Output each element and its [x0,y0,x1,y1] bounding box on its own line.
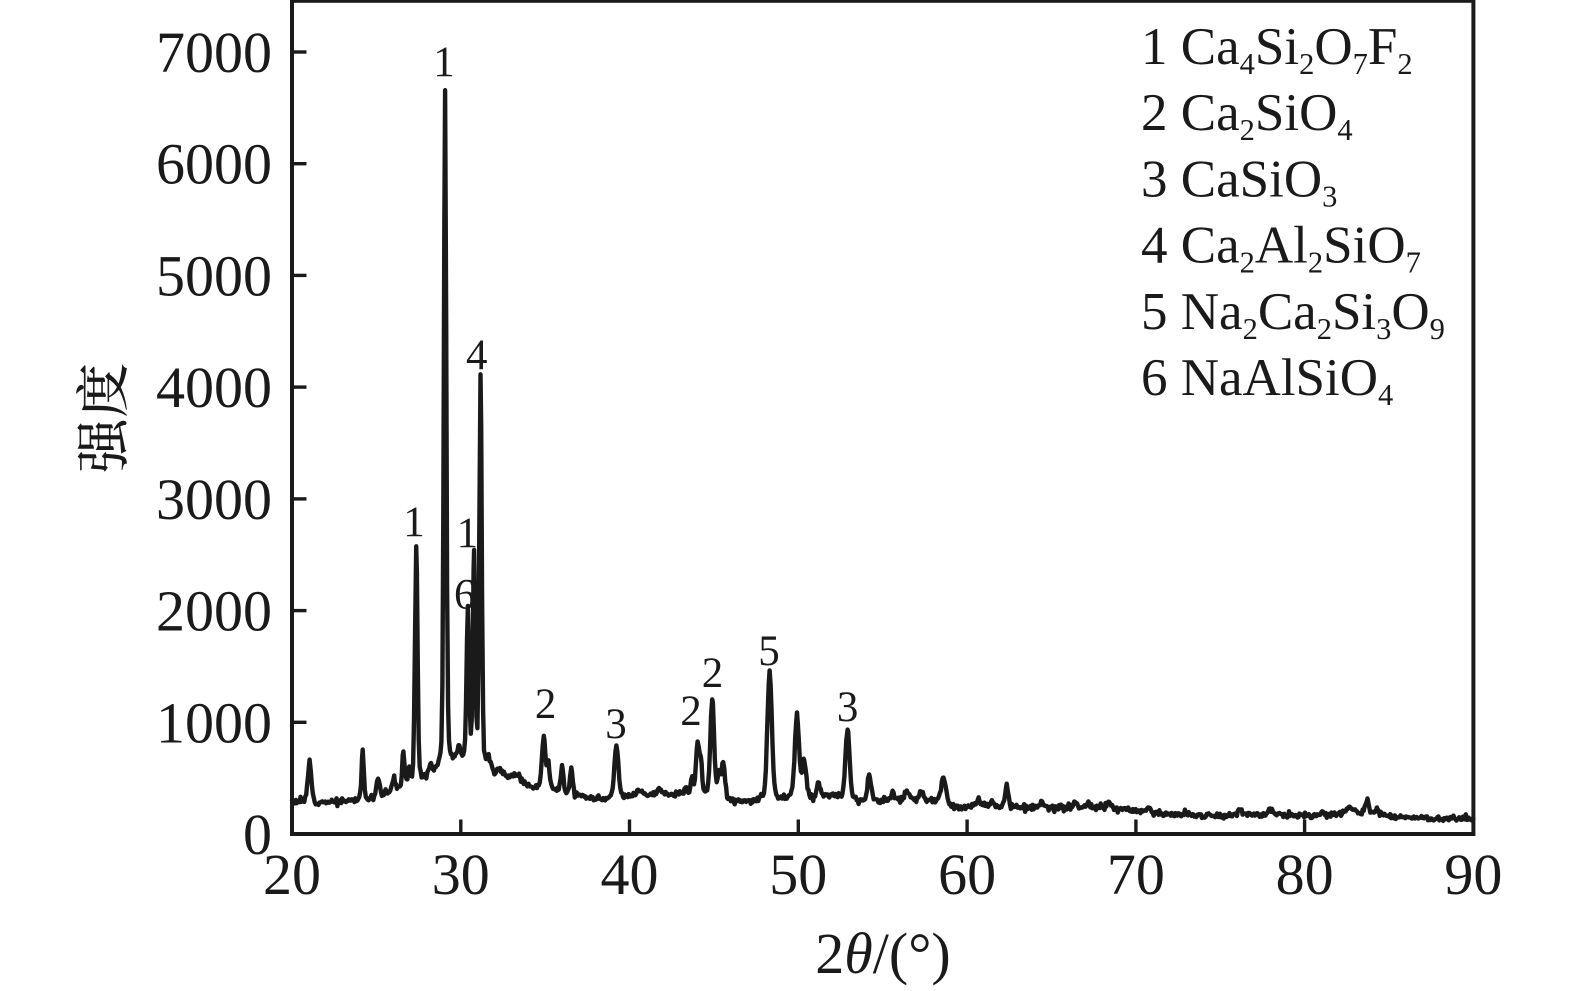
svg-text:4 Ca2​Al2​SiO7​: 4 Ca2​Al2​SiO7​ [1141,217,1421,280]
svg-text:5000: 5000 [156,243,272,308]
svg-text:1 Ca4​Si2​O7​F2​: 1 Ca4​Si2​O7​F2​ [1141,18,1413,81]
svg-text:1: 1 [457,510,479,557]
svg-text:6 NaAlSiO4​: 6 NaAlSiO4​ [1141,349,1393,412]
svg-text:6000: 6000 [156,132,272,197]
svg-text:2θ/(°): 2θ/(°) [815,921,950,986]
svg-text:3: 3 [605,701,627,748]
svg-text:50: 50 [769,842,827,907]
svg-text:1: 1 [433,39,455,86]
svg-text:80: 80 [1276,842,1334,907]
svg-text:5 Na2​Ca2​Si3​O9​: 5 Na2​Ca2​Si3​O9​ [1141,283,1445,346]
svg-text:40: 40 [601,842,659,907]
svg-text:20: 20 [263,842,321,907]
svg-text:4000: 4000 [156,355,272,420]
svg-text:1000: 1000 [156,690,272,755]
svg-text:2: 2 [535,681,557,728]
svg-text:90: 90 [1444,842,1502,907]
svg-text:5: 5 [758,628,780,675]
svg-text:3000: 3000 [156,467,272,532]
svg-text:0: 0 [243,802,272,867]
svg-text:1: 1 [403,499,425,546]
svg-text:2: 2 [702,650,724,697]
svg-text:6: 6 [454,572,476,619]
svg-text:7000: 7000 [156,20,272,85]
svg-text:60: 60 [938,842,996,907]
svg-text:4: 4 [466,332,488,379]
svg-text:70: 70 [1107,842,1165,907]
svg-text:2: 2 [680,688,702,735]
svg-text:3: 3 [837,684,859,731]
svg-text:3 CaSiO3​: 3 CaSiO3​ [1141,150,1337,213]
svg-text:30: 30 [432,842,490,907]
svg-text:2000: 2000 [156,579,272,644]
